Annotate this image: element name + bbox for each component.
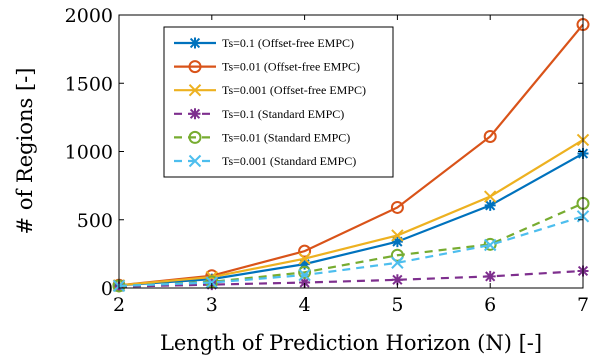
legend-label: Ts=0.1 (Standard EMPC) (222, 107, 344, 121)
series-line (118, 23, 584, 287)
legend-entry: Ts=0.01 (Offset-free EMPC) (174, 60, 360, 74)
x-tick-label: 4 (299, 294, 311, 316)
x-tick-label: 5 (391, 294, 403, 316)
legend-marker (188, 60, 202, 74)
x-tick-label: 6 (484, 294, 496, 316)
data-point (298, 265, 312, 279)
data-point (205, 276, 219, 289)
ticks-layer: 2 3 4 5 6 7 0 500 1000 1500 2000 (65, 5, 589, 316)
y-tick-label: 1000 (65, 142, 113, 164)
legend-box (163, 26, 394, 178)
legend-marker (188, 83, 202, 97)
data-point (299, 258, 311, 270)
series-line (118, 202, 584, 288)
data-point (391, 236, 403, 248)
data-point (298, 268, 311, 282)
data-point (483, 190, 497, 203)
legend-label: Ts=0.001 (Offset-free EMPC) (222, 83, 366, 97)
series-line (118, 152, 584, 287)
series-line (118, 138, 584, 287)
y-tick-label: 500 (77, 210, 113, 232)
legend-label: Ts=0.01 (Offset-free EMPC) (222, 60, 360, 74)
data-point (484, 199, 496, 211)
legend-entry: Ts=0.01 (Standard EMPC) (174, 130, 350, 144)
data-point (298, 252, 311, 265)
legend-marker (189, 108, 201, 120)
y-tick-label: 1500 (65, 73, 113, 95)
series-line (118, 215, 584, 288)
data-point (391, 274, 403, 286)
legend-label: Ts=0.1 (Offset-free EMPC) (222, 36, 354, 50)
y-axis-label: # of Regions [-] (13, 68, 37, 235)
y-tick-label: 2000 (65, 5, 113, 27)
data-point (483, 238, 497, 252)
legend-marker (188, 130, 202, 144)
data-point (484, 270, 496, 282)
legend-marker (189, 37, 201, 49)
data-point (391, 256, 404, 269)
legend-entry: Ts=0.001 (Standard EMPC) (174, 154, 356, 168)
x-tick-label: 7 (577, 294, 589, 316)
data-point (299, 277, 311, 289)
x-tick-label: 2 (113, 294, 125, 316)
legend-label: Ts=0.001 (Standard EMPC) (222, 154, 356, 168)
data-point (390, 248, 404, 262)
data-point (298, 244, 312, 258)
y-tick-label: 0 (101, 278, 113, 300)
legend-entry: Ts=0.1 (Standard EMPC) (174, 107, 344, 121)
legend-entry: Ts=0.1 (Offset-free EMPC) (174, 36, 354, 50)
x-axis-label: Length of Prediction Horizon (N) [-] (160, 331, 542, 355)
legend: Ts=0.1 (Offset-free EMPC) Ts=0.01 (Offset… (163, 26, 394, 178)
data-point (483, 129, 497, 143)
series-line (118, 269, 584, 288)
data-point (390, 200, 404, 214)
legend-entry: Ts=0.001 (Offset-free EMPC) (174, 83, 366, 97)
x-tick-label: 3 (206, 294, 218, 316)
data-point (391, 229, 404, 242)
legend-marker (188, 154, 202, 168)
legend-label: Ts=0.01 (Standard EMPC) (222, 130, 350, 144)
